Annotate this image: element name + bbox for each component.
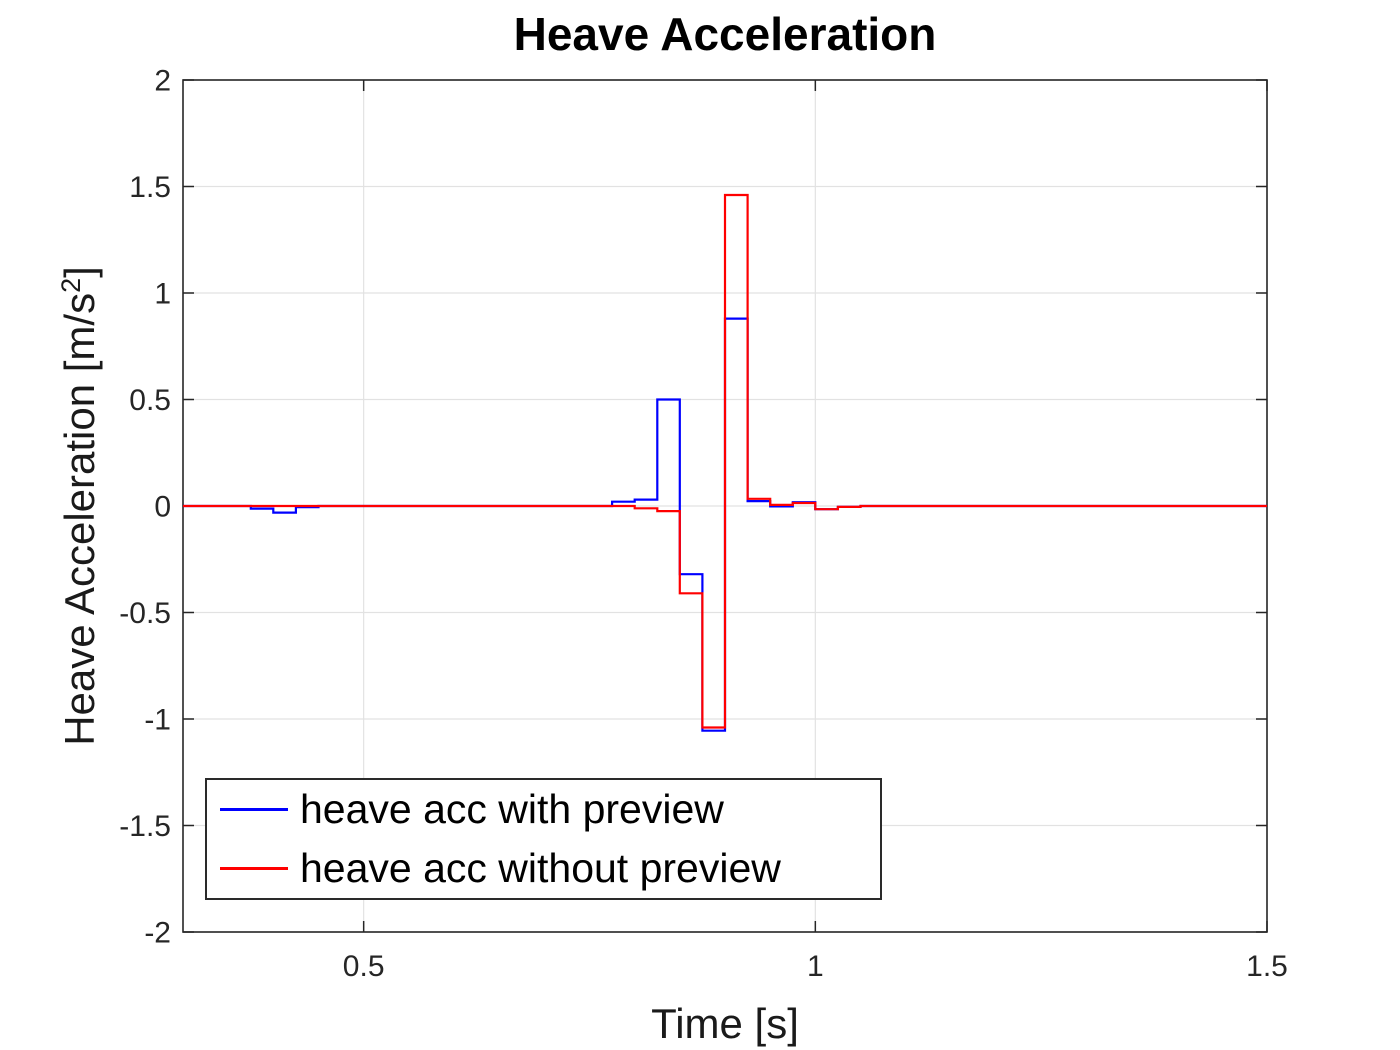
legend-line-sample-red xyxy=(220,867,288,870)
y-tick-label: 1.5 xyxy=(129,171,171,204)
y-axis-label: Heave Acceleration [m/s2] xyxy=(56,266,104,746)
y-tick-label: 2 xyxy=(154,65,171,98)
y-axis-label-bracket: ] xyxy=(56,266,103,278)
y-tick-label: 0 xyxy=(154,491,171,524)
y-tick-label: -2 xyxy=(144,917,171,950)
series-line-1 xyxy=(183,193,1267,729)
y-tick-label: 1 xyxy=(154,278,171,311)
y-tick-label: -1 xyxy=(144,704,171,737)
x-tick-label: 1.5 xyxy=(1246,950,1288,983)
y-tick-label: -0.5 xyxy=(119,597,171,630)
x-axis-label: Time [s] xyxy=(651,1000,799,1047)
y-tick-label: 0.5 xyxy=(129,384,171,417)
legend-item-without-preview: heave acc without preview xyxy=(207,839,880,898)
y-axis-label-superscript: 2 xyxy=(56,277,86,293)
legend-item-with-preview: heave acc with preview xyxy=(207,780,880,839)
legend-label: heave acc with preview xyxy=(300,786,724,832)
y-tick-label: -1.5 xyxy=(119,810,171,843)
legend: heave acc with preview heave acc without… xyxy=(205,778,882,900)
legend-line-sample-blue xyxy=(220,808,288,811)
y-axis-label-text: Heave Acceleration [m/s xyxy=(56,292,103,746)
legend-label: heave acc without preview xyxy=(300,845,781,891)
chart-title: Heave Acceleration xyxy=(513,8,937,60)
x-tick-label: 0.5 xyxy=(343,950,385,983)
x-tick-label: 1 xyxy=(807,950,824,983)
